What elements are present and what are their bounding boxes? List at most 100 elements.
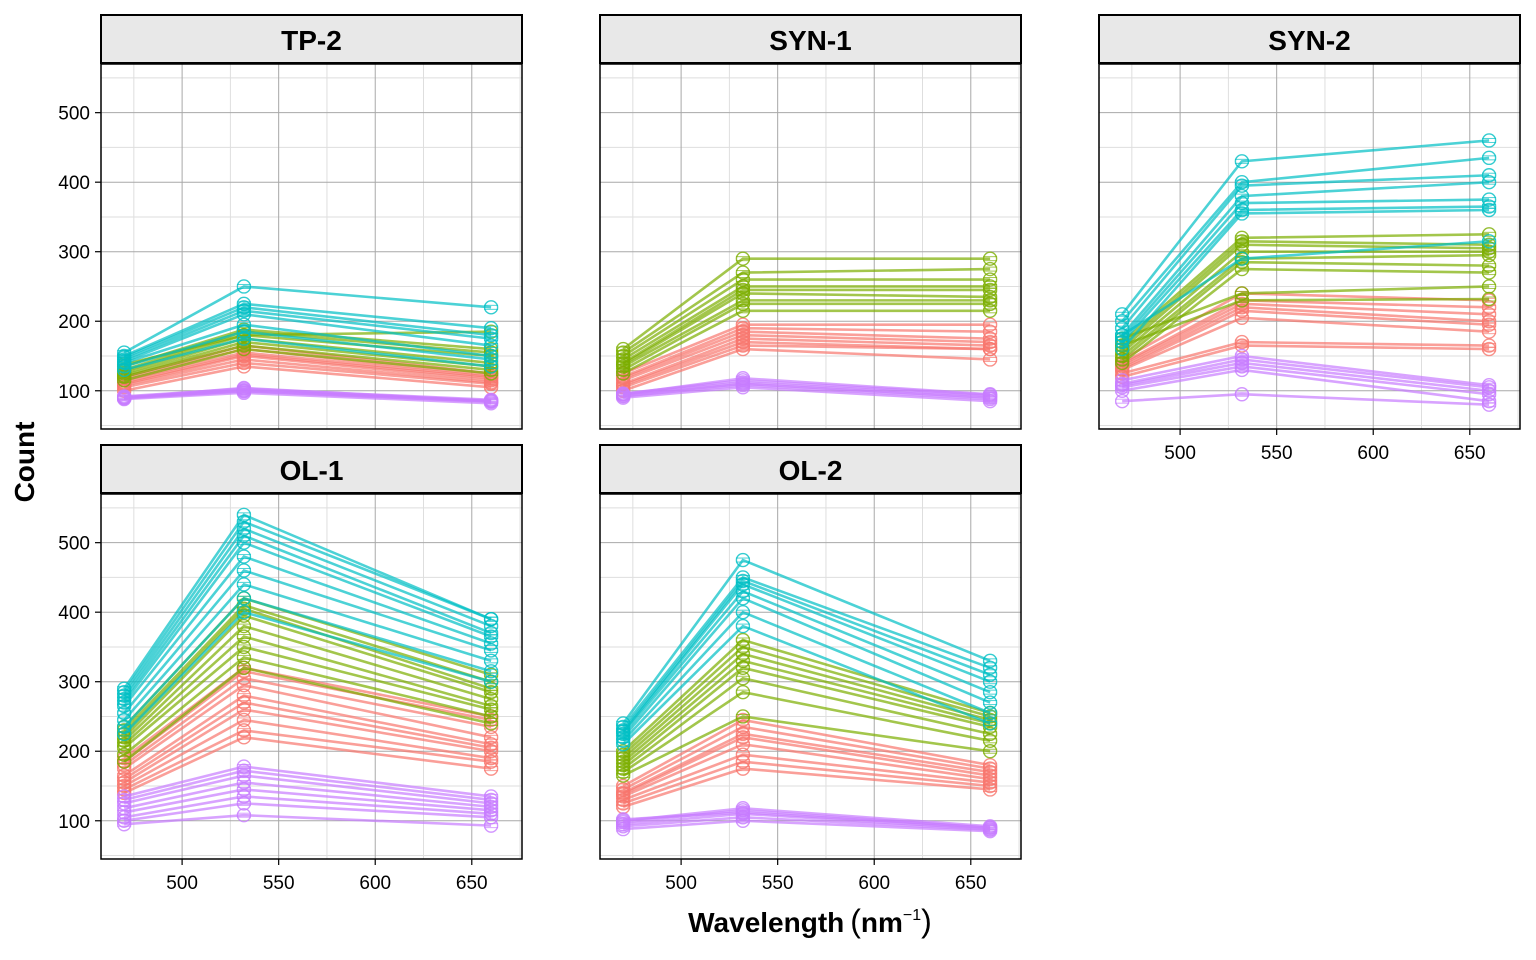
data-point-green bbox=[1114, 338, 1130, 353]
data-point-green bbox=[236, 650, 252, 665]
x-tick-label: 550 bbox=[1261, 443, 1293, 464]
series-line-purple bbox=[623, 812, 991, 831]
facet-panel-tp-2: TP-2 100 200 300 400 500 bbox=[58, 14, 523, 430]
x-tick-label: 550 bbox=[263, 873, 295, 894]
data-point-green bbox=[735, 671, 751, 686]
data-point-green bbox=[615, 355, 631, 371]
data-point-red bbox=[982, 778, 998, 794]
data-point-red bbox=[735, 317, 751, 332]
series-line-purple bbox=[123, 774, 492, 805]
series-line-cyan bbox=[123, 513, 492, 690]
series-line-green bbox=[123, 645, 492, 749]
data-point-purple bbox=[1481, 397, 1497, 412]
data-point-green bbox=[236, 601, 252, 616]
data-point-red bbox=[982, 764, 998, 780]
data-point-purple bbox=[1234, 387, 1250, 402]
facet-panel-ol-2: OL-2 500 550 600 650 bbox=[599, 444, 1022, 894]
data-point-red bbox=[982, 775, 998, 790]
data-point-green bbox=[982, 261, 998, 277]
data-point-purple bbox=[982, 387, 998, 402]
facet-strip-label: SYN-2 bbox=[1268, 25, 1350, 56]
data-point-red bbox=[982, 334, 998, 350]
data-point-red bbox=[982, 352, 998, 367]
data-point-green bbox=[236, 618, 252, 634]
data-point-red bbox=[116, 761, 132, 776]
data-point-red bbox=[615, 796, 631, 811]
series-line-purple bbox=[623, 811, 991, 830]
data-point-green bbox=[1481, 247, 1497, 263]
data-point-cyan bbox=[483, 643, 499, 658]
data-point-green bbox=[1234, 293, 1250, 308]
series-line-green bbox=[622, 715, 991, 777]
series-line-cyan bbox=[622, 624, 991, 746]
data-point-red bbox=[1481, 307, 1497, 322]
data-point-purple bbox=[116, 817, 132, 832]
data-point-red bbox=[1481, 324, 1497, 339]
data-point-cyan bbox=[236, 591, 252, 606]
data-point-cyan bbox=[982, 667, 998, 682]
y-tick-label: 400 bbox=[58, 603, 90, 624]
data-point-purple bbox=[1481, 387, 1497, 402]
data-point-cyan bbox=[982, 695, 998, 710]
x-tick-label: 600 bbox=[1357, 443, 1389, 464]
data-point-cyan bbox=[1114, 334, 1130, 350]
data-point-cyan bbox=[483, 674, 499, 689]
panel-border bbox=[100, 63, 523, 430]
data-point-red bbox=[982, 331, 998, 346]
series-line-green bbox=[1121, 260, 1490, 361]
data-point-purple bbox=[483, 796, 499, 811]
data-point-red bbox=[116, 757, 132, 773]
series-line-purple bbox=[123, 765, 492, 798]
data-point-cyan bbox=[116, 684, 132, 700]
data-point-green bbox=[615, 768, 631, 783]
data-point-cyan bbox=[1481, 150, 1497, 166]
series-line-cyan bbox=[123, 582, 492, 721]
data-point-cyan bbox=[116, 712, 132, 728]
series-line-green bbox=[622, 288, 991, 365]
y-tick-label: 100 bbox=[58, 812, 90, 833]
data-point-purple bbox=[483, 799, 499, 815]
data-point-green bbox=[483, 684, 499, 700]
panel-border bbox=[1098, 63, 1521, 430]
data-point-cyan bbox=[483, 625, 499, 641]
series-line-cyan bbox=[123, 568, 492, 714]
series-line-red bbox=[622, 753, 991, 802]
data-point-cyan bbox=[982, 716, 998, 731]
data-point-purple bbox=[483, 792, 499, 808]
data-point-red bbox=[1234, 334, 1250, 350]
y-tick-label: 300 bbox=[58, 673, 90, 694]
data-point-cyan bbox=[615, 733, 631, 749]
facet-panel-syn-2: SYN-2 500 550 600 650 bbox=[1098, 14, 1521, 464]
data-point-cyan bbox=[116, 695, 132, 710]
data-point-green bbox=[483, 362, 499, 378]
data-point-purple bbox=[1114, 393, 1130, 409]
x-axis-title-unit: nm bbox=[861, 907, 903, 938]
series-line-cyan bbox=[622, 575, 991, 728]
y-axis-title: Count bbox=[9, 422, 40, 503]
series-line-green bbox=[622, 302, 991, 372]
data-point-cyan bbox=[615, 719, 631, 735]
data-point-green bbox=[1481, 227, 1497, 242]
data-point-green bbox=[1481, 291, 1497, 307]
y-tick-label: 100 bbox=[58, 382, 90, 403]
data-point-red bbox=[982, 338, 998, 353]
data-point-purple bbox=[236, 808, 252, 823]
series-line-green bbox=[123, 666, 492, 763]
facet-strip-label: TP-2 bbox=[281, 25, 342, 56]
data-point-red bbox=[483, 719, 499, 735]
series-line-green bbox=[123, 624, 492, 742]
data-point-cyan bbox=[1481, 192, 1497, 207]
series-line-cyan bbox=[123, 306, 492, 359]
data-point-purple bbox=[483, 810, 499, 825]
data-point-purple bbox=[1234, 352, 1250, 367]
y-tick-label: 400 bbox=[58, 173, 90, 194]
series-line-cyan bbox=[123, 302, 492, 358]
data-point-green bbox=[982, 744, 998, 759]
data-point-cyan bbox=[236, 604, 252, 620]
data-point-green bbox=[615, 348, 631, 364]
series-line-red bbox=[622, 323, 991, 375]
series-line-red bbox=[1121, 302, 1490, 366]
data-point-red bbox=[735, 747, 751, 762]
facet-strip bbox=[599, 14, 1022, 64]
series-line-green bbox=[622, 690, 991, 774]
